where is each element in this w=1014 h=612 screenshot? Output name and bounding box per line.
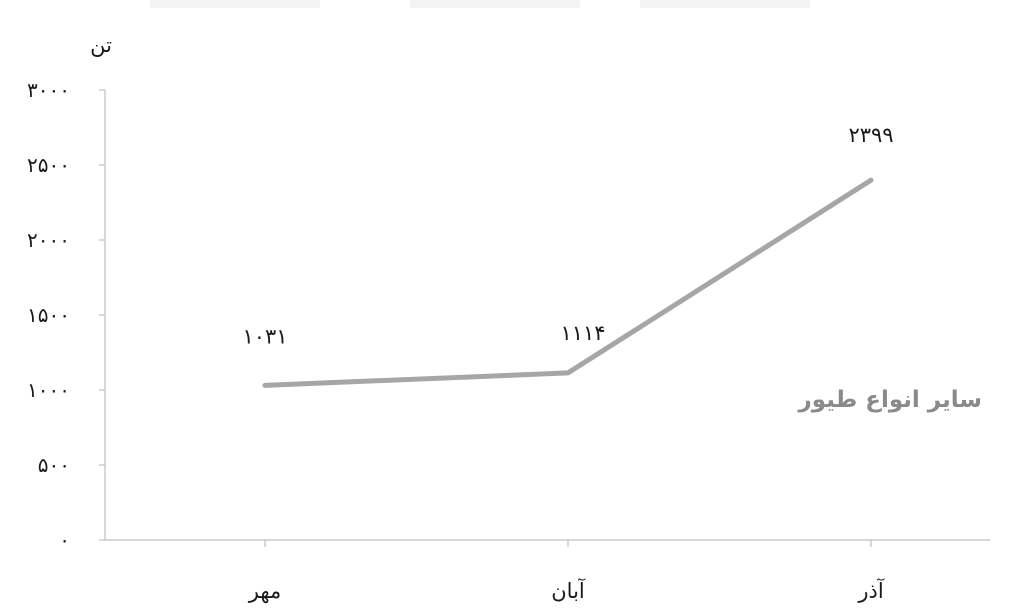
data-label: ۱۰۳۱ (242, 324, 287, 348)
x-tick-label: آبان (551, 578, 586, 603)
y-tick-label: ۱۰۰۰ (27, 378, 70, 402)
axes (104, 90, 990, 541)
y-tick-label: ۱۵۰۰ (27, 303, 70, 327)
top-decoration (150, 0, 810, 8)
y-ticks: ۰ ۵۰۰ ۱۰۰۰ ۱۵۰۰ ۲۰۰۰ ۲۵۰۰ ۳۰۰۰ (27, 78, 105, 552)
data-labels: ۱۰۳۱ ۱۱۱۴ ۲۳۹۹ (242, 123, 893, 348)
x-ticks: مهر آبان آذر (248, 540, 885, 603)
y-tick-label: ۲۵۰۰ (27, 153, 70, 177)
series-name-label: سایر انواع طیور (798, 387, 982, 413)
y-axis-unit-label: تن (90, 33, 112, 57)
series-line (262, 177, 874, 388)
data-label: ۱۱۱۴ (560, 321, 605, 345)
data-label: ۲۳۹۹ (848, 123, 893, 147)
y-tick-label: ۰ (59, 528, 70, 552)
x-tick-label: مهر (248, 579, 282, 603)
top-strip-1 (150, 0, 320, 8)
series-group (262, 177, 874, 388)
top-strip-2 (410, 0, 580, 8)
x-tick-label: آذر (857, 578, 884, 603)
y-tick-label: ۲۰۰۰ (27, 228, 70, 252)
y-tick-label: ۳۰۰۰ (27, 78, 70, 102)
y-tick-label: ۵۰۰ (38, 453, 70, 477)
top-strip-3 (640, 0, 810, 8)
